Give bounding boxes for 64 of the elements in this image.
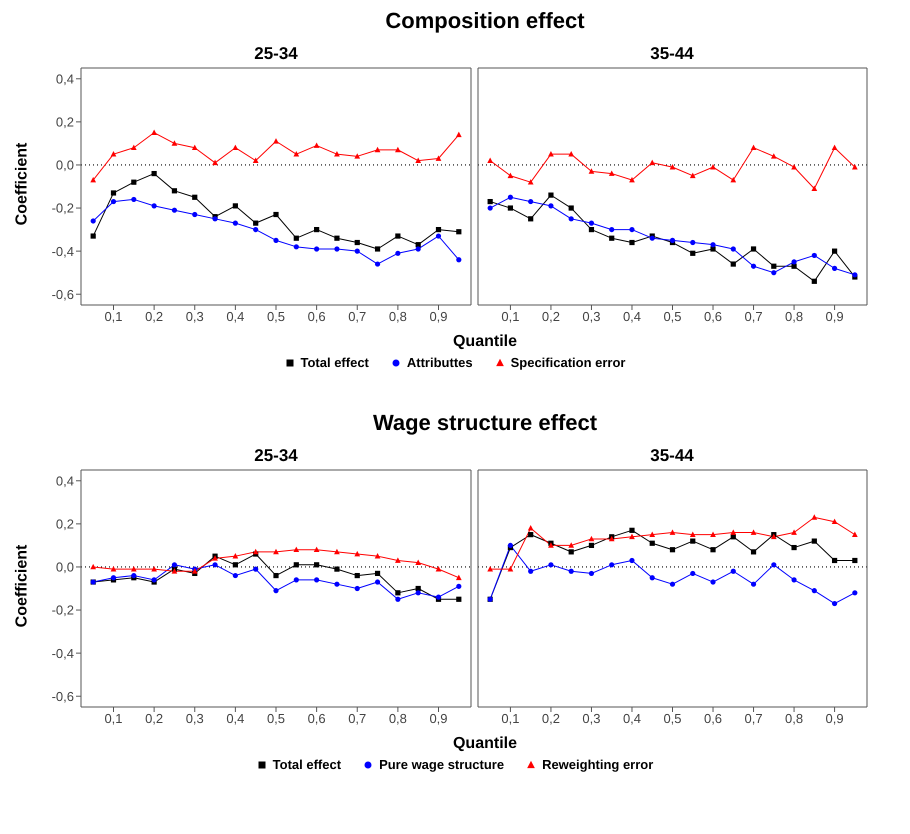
x-tick-label: 0,3 [582, 309, 600, 324]
x-tick-label: 0,4 [226, 309, 244, 324]
x-tick-label: 0,3 [582, 711, 600, 726]
x-tick-label: 0,2 [542, 711, 560, 726]
x-tick-label: 0,4 [226, 711, 244, 726]
legend-label: Pure wage structure [379, 757, 504, 772]
x-tick-label: 0,5 [663, 711, 682, 726]
x-tick-label: 0,3 [186, 711, 204, 726]
x-tick-label: 0,1 [104, 711, 123, 726]
y-tick-label: 0,4 [56, 473, 74, 488]
y-tick-label: 0,0 [56, 158, 74, 173]
legend-label: Total effect [272, 757, 342, 772]
x-axis-title: Quantile [452, 333, 518, 351]
y-tick-label: 0,0 [56, 560, 74, 575]
y-tick-label: 0,2 [56, 114, 74, 130]
chart-subtitle: 25-34 [253, 446, 299, 467]
x-tick-label: 0,9 [826, 711, 844, 726]
x-tick-label: 0,7 [348, 711, 366, 726]
x-tick-label: 0,5 [663, 309, 682, 324]
x-tick-label: 0,7 [744, 711, 763, 726]
x-tick-label: 0,8 [785, 711, 804, 726]
y-tick-label: -0,4 [52, 244, 74, 259]
x-tick-label: 0,2 [145, 309, 164, 324]
x-axis-title: Quantile [452, 735, 518, 753]
x-tick-label: 0,8 [785, 309, 804, 324]
legend-label: Reweighting error [542, 757, 654, 772]
x-tick-label: 0,1 [501, 309, 520, 324]
x-tick-label: 0,6 [308, 309, 326, 324]
legend-label: Attributtes [406, 355, 473, 370]
x-tick-label: 0,1 [501, 711, 520, 726]
x-tick-label: 0,4 [622, 711, 642, 726]
chart-subtitle: 35-44 [649, 446, 695, 467]
chart-title: Composition effect [384, 8, 586, 34]
x-tick-label: 0,7 [348, 309, 366, 324]
x-tick-label: 0,6 [704, 309, 722, 324]
x-tick-label: 0,5 [266, 309, 286, 324]
y-tick-label: -0,6 [52, 286, 74, 302]
x-tick-label: 0,8 [388, 711, 407, 726]
x-tick-label: 0,9 [429, 711, 448, 726]
x-tick-label: 0,4 [622, 309, 642, 324]
x-tick-label: 0,9 [826, 309, 844, 324]
y-tick-label: -0,2 [52, 200, 74, 216]
x-tick-label: 0,2 [145, 711, 164, 726]
chart-title: Wage structure effect [372, 410, 598, 436]
legend-label: Specification error [510, 355, 626, 370]
x-tick-label: 0,3 [186, 309, 204, 324]
y-tick-label: -0,6 [52, 688, 74, 704]
y-axis-title: Coefficient [13, 544, 31, 627]
y-tick-label: -0,2 [52, 602, 74, 618]
x-tick-label: 0,1 [104, 309, 123, 324]
x-tick-label: 0,6 [704, 711, 722, 726]
x-tick-label: 0,7 [744, 309, 763, 324]
y-tick-label: 0,4 [56, 71, 74, 86]
x-tick-label: 0,6 [308, 711, 326, 726]
x-tick-label: 0,2 [542, 309, 560, 324]
x-tick-label: 0,8 [388, 309, 407, 324]
y-tick-label: 0,2 [56, 516, 74, 532]
legend-label: Total effect [300, 355, 369, 370]
y-axis-title: Coefficient [13, 142, 31, 225]
x-tick-label: 0,9 [429, 309, 448, 324]
chart-subtitle: 35-44 [649, 44, 695, 65]
y-tick-label: -0,4 [52, 646, 74, 661]
chart-subtitle: 25-34 [253, 44, 299, 65]
x-tick-label: 0,5 [266, 711, 286, 726]
